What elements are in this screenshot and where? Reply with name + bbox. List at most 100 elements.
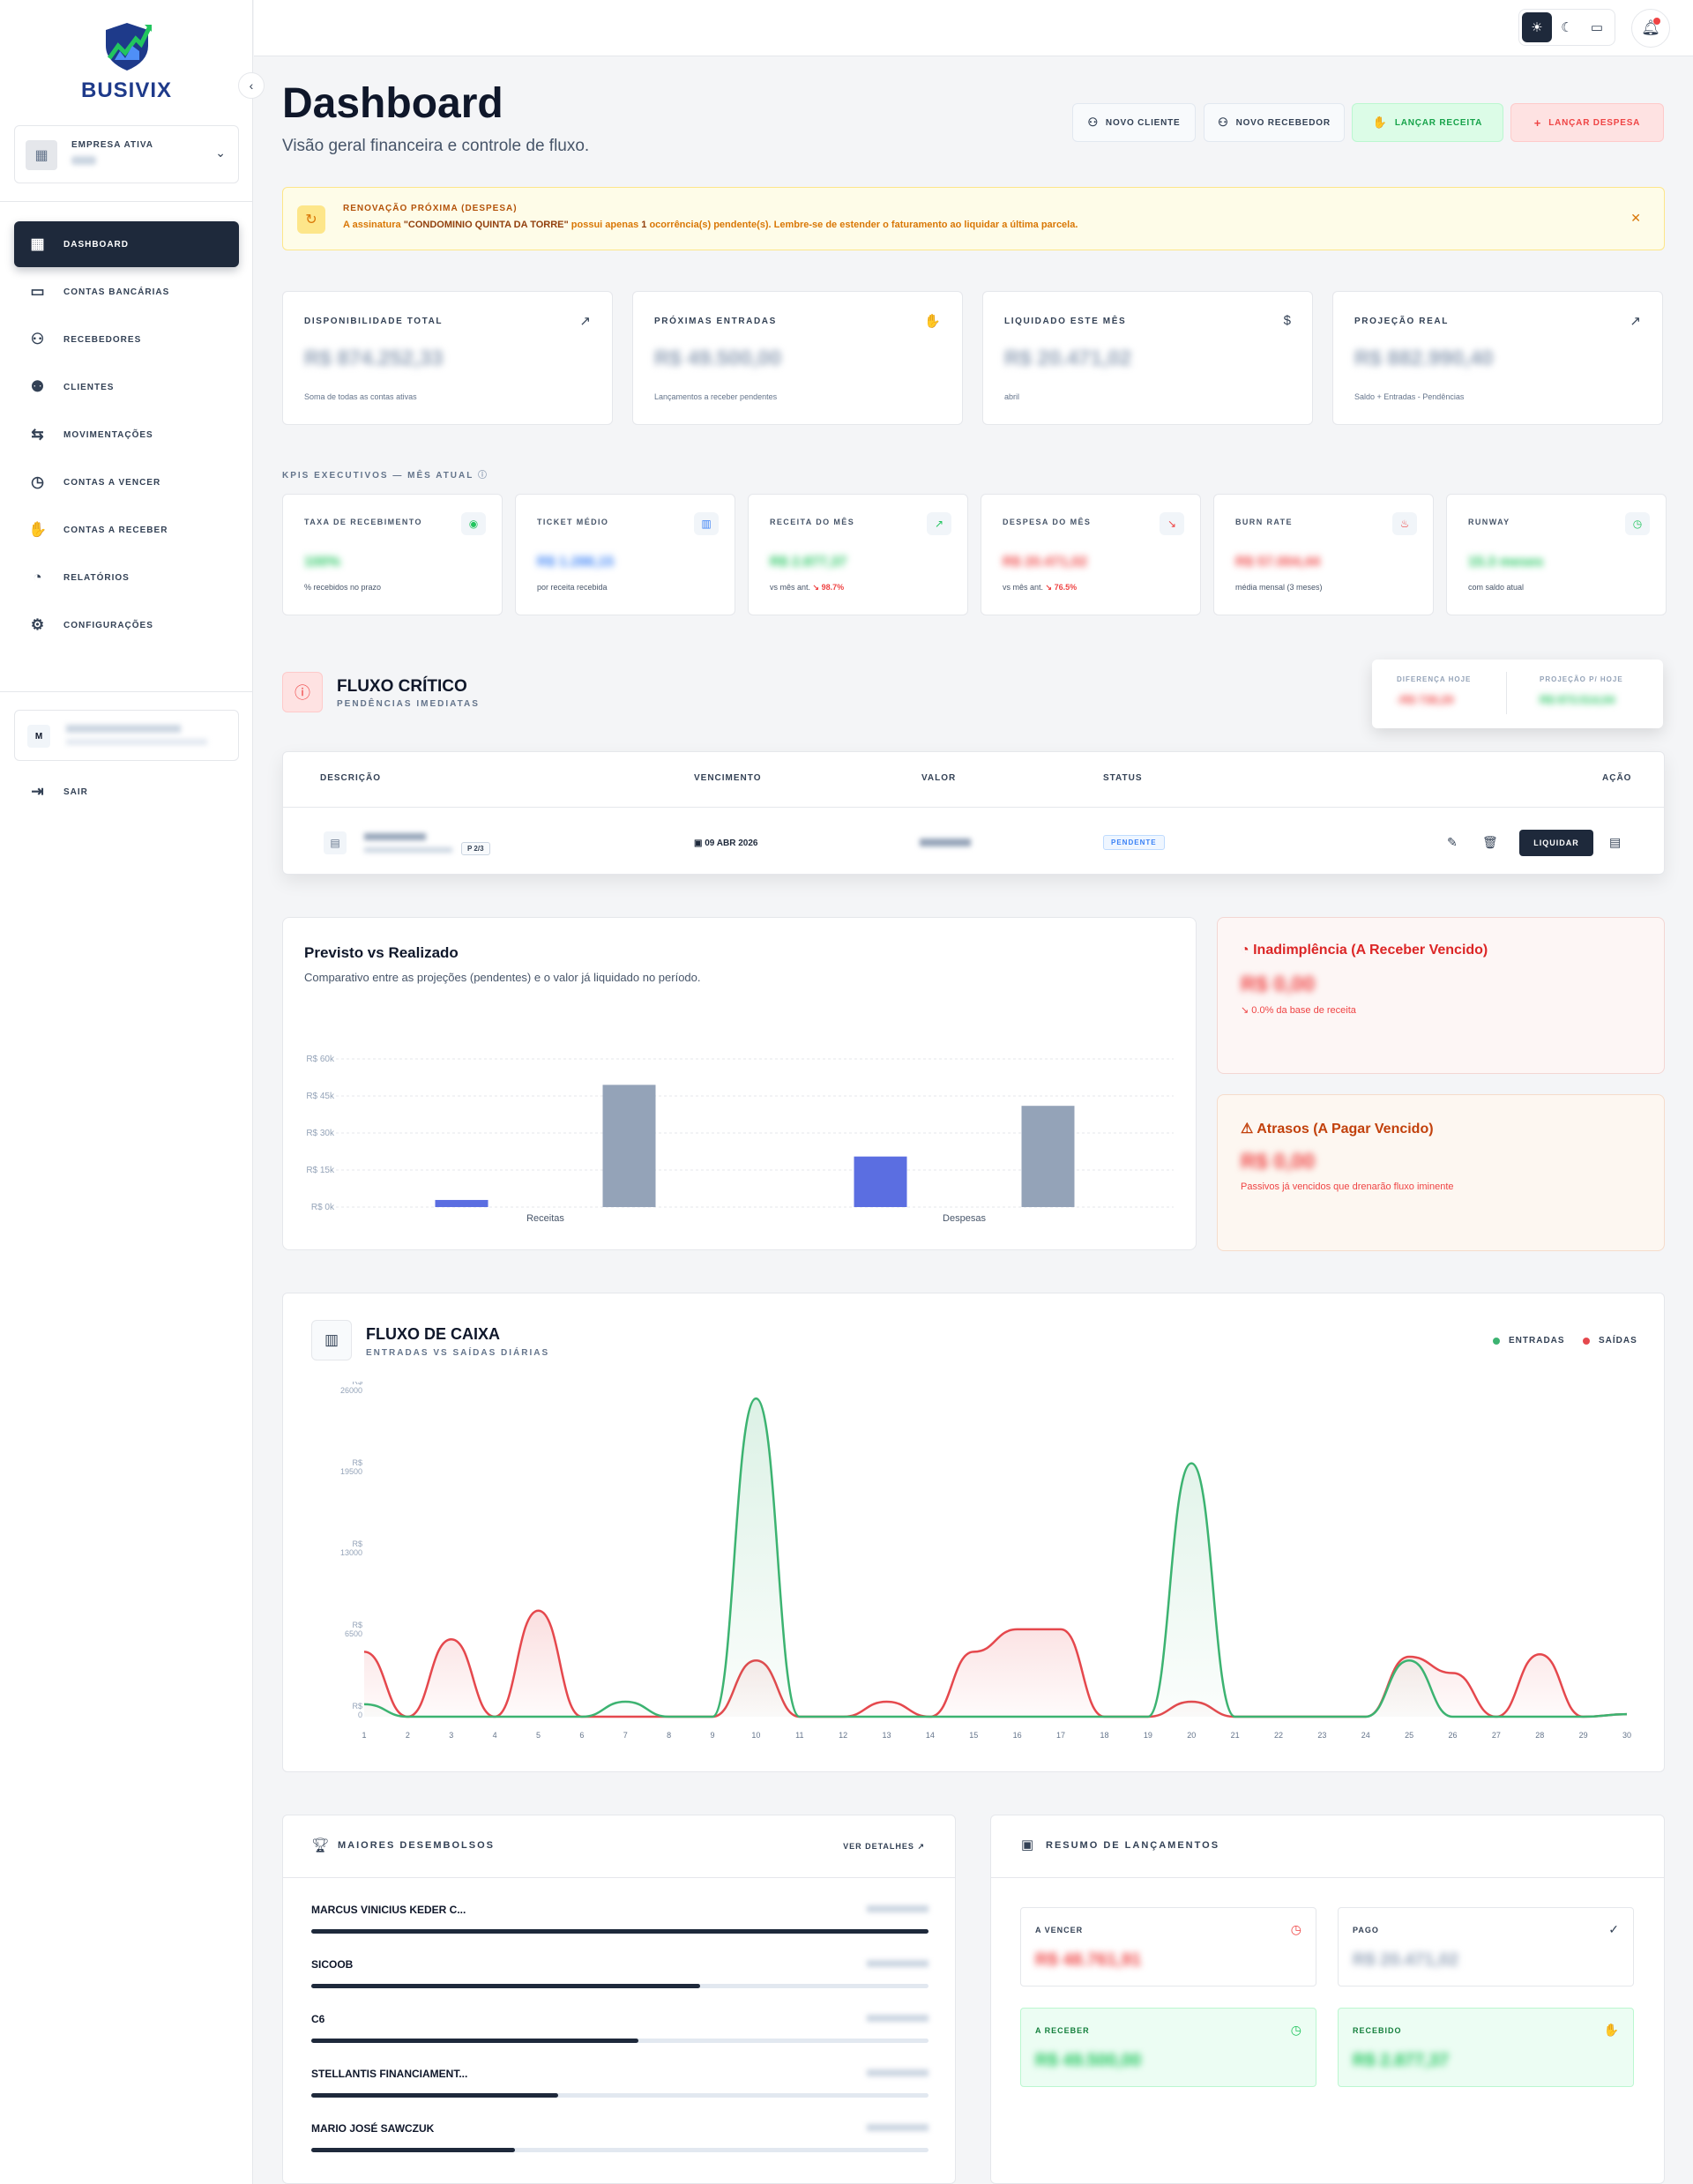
collapse-sidebar-button[interactable]: ‹ [238,72,265,99]
sidebar-item-label: CONTAS BANCÁRIAS [63,287,170,297]
sidebar-item-label: CONTAS A VENCER [63,477,161,488]
liquidar-button[interactable]: LIQUIDAR [1519,830,1593,856]
list-item[interactable]: MARIO JOSÉ SAWCZUK [311,2122,929,2152]
progress-fill [311,2148,515,2152]
page-title: Dashboard [282,80,503,127]
y-tick-label: R$ [352,1382,362,1386]
list-item[interactable]: C6 [311,2013,929,2043]
trash-icon[interactable]: 🗑︎ [1482,835,1498,849]
fluxo-caixa-subtitle: ENTRADAS VS SAÍDAS DIÁRIAS [366,1348,550,1358]
lancar-receita-button[interactable]: ✋ LANÇAR RECEITA [1352,103,1503,142]
sidebar-item-clientes[interactable]: ⚉ CLIENTES [14,364,239,410]
moon-icon[interactable]: ☾ [1561,20,1573,35]
kpi-sub: por receita recebida [537,583,608,592]
list-item[interactable]: MARCUS VINICIUS KEDER C... [311,1904,929,1934]
novo-cliente-button[interactable]: ⚇ NOVO CLIENTE [1072,103,1196,142]
info-icon[interactable]: ⓘ [477,471,489,481]
hand-coins-icon: ✋ [1603,2023,1619,2037]
edit-icon[interactable]: ✎ [1447,835,1458,849]
x-tick-label: 6 [579,1731,584,1740]
stat-sub: Lançamentos a receber pendentes [654,392,778,401]
kpi-value: R$ 1.288,15 [537,555,615,570]
x-tick-label: 25 [1405,1731,1413,1740]
stat-label: PROJEÇÃO REAL [1354,317,1449,326]
notifications-button[interactable]: 🔔︎ [1631,9,1670,48]
kpi-card: TICKET MÉDIO ▥ R$ 1.288,15 por receita rece… [515,494,735,615]
novo-recebedor-label: NOVO RECEBEDOR [1235,117,1331,128]
resumo-tile: A VENCER ◷ R$ 48.761,91 [1020,1907,1316,1986]
arrow-up-right-icon: ↗ [1630,314,1641,329]
logout-icon: ⇥ [31,783,45,800]
chevron-left-icon: ‹ [249,78,254,93]
sidebar-item-movimentações[interactable]: ⇆ MOVIMENTAÇÕES [14,412,239,458]
x-tick-label: 15 [969,1731,978,1740]
company-selector[interactable]: ▦ EMPRESA ATIVA ⌄ [14,125,239,183]
sidebar-item-contas-a-vencer[interactable]: ◷ CONTAS A VENCER [14,459,239,505]
x-tick-label: 11 [795,1731,803,1740]
hand-coins-icon: ✋ [28,521,48,538]
monitor-icon[interactable]: ▭ [1590,20,1604,35]
kpi-card: RUNWAY ◷ 15.3 meses com saldo atual [1446,494,1667,615]
hand-coins-icon: ✋ [1372,116,1388,129]
logout-button[interactable]: ⇥ SAIR [14,769,239,815]
kpi-card: RECEITA DO MÊS ↗ R$ 2.877,37 vs mês ant. ↘ … [748,494,968,615]
trend-up-icon: ↗ [579,314,591,329]
lancar-despesa-button[interactable]: + LANÇAR DESPESA [1510,103,1664,142]
flame-icon: ♨ [1392,512,1417,535]
sidebar-item-dashboard[interactable]: ▦ DASHBOARD [14,221,239,267]
x-tick-label: 21 [1231,1731,1240,1740]
stat-card: PROJEÇÃO REAL ↗ R$ 882.990,40 Saldo + Entra… [1332,291,1663,425]
novo-recebedor-button[interactable]: ⚇ NOVO RECEBEDOR [1204,103,1345,142]
desembolsos-title: MAIORES DESEMBOLSOS [338,1840,495,1851]
sidebar-item-recebedores[interactable]: ⚇ RECEBEDORES [14,317,239,362]
x-tick-label: 24 [1361,1731,1370,1740]
fluxo-caixa-title: FLUXO DE CAIXA [366,1325,501,1343]
diff-label: DIFERENÇA HOJE [1397,675,1472,683]
inadimplencia-value: R$ 0,00 [1241,973,1316,996]
x-tick-label: 23 [1317,1731,1326,1740]
receipt-icon[interactable]: ▤ [1609,835,1622,849]
company-label: EMPRESA ATIVA [71,140,154,150]
chart-title: Previsto vs Realizado [304,944,459,961]
clock-icon: ◷ [1625,512,1650,535]
check-circle-icon: ✓ [1608,1922,1619,1936]
legend-dot [1583,1337,1590,1345]
maiores-desembolsos-card: 🏆︎ MAIORES DESEMBOLSOS VER DETALHES ↗ MA… [282,1815,956,2184]
x-tick-label: 7 [623,1731,628,1740]
brand[interactable]: BUSIVIX [0,19,253,103]
brand-name: BUSIVIX [80,78,173,102]
sidebar-item-contas-a-receber[interactable]: ✋ CONTAS A RECEBER [14,507,239,553]
renewal-alert: ↻ RENOVAÇÃO PRÓXIMA (DESPESA) A assinatu… [282,187,1665,250]
theme-switcher[interactable]: ☀ ☾ ▭ [1518,9,1615,46]
list-item[interactable]: SICOOB [311,1958,929,1988]
parcel-badge: P 2/3 [461,842,490,855]
avatar: M [27,725,50,748]
company-value [71,156,96,165]
col-header: VENCIMENTO [694,773,762,783]
x-tick-label: 10 [751,1731,760,1740]
sidebar-item-configurações[interactable]: ⚙ CONFIGURAÇÕES [14,602,239,648]
resumo-title: RESUMO DE LANÇAMENTOS [1046,1840,1220,1851]
atrasos-title: ⚠ Atrasos (A Pagar Vencido) [1241,1120,1434,1137]
ver-detalhes-link[interactable]: VER DETALHES ↗ [843,1842,925,1852]
tile-value: R$ 49.500,00 [1035,2051,1142,2070]
tile-label: RECEBIDO [1353,2026,1402,2035]
x-tick-label: 26 [1448,1731,1457,1740]
bar-previsto [1021,1106,1075,1207]
sun-icon[interactable]: ☀ [1522,12,1552,42]
close-icon[interactable]: ✕ [1630,211,1641,225]
stat-label: LIQUIDADO ESTE MÊS [1004,317,1127,326]
list-item[interactable]: STELLANTIS FINANCIAMENT... [311,2068,929,2098]
sidebar-item-contas-bancárias[interactable]: ▭ CONTAS BANCÁRIAS [14,269,239,315]
desembolso-name: SICOOB [311,1958,354,1971]
stat-sub: Soma de todas as contas ativas [304,392,417,401]
user-card[interactable]: M [14,710,239,761]
x-tick-label: 30 [1622,1731,1631,1740]
atrasos-title-label: Atrasos (A Pagar Vencido) [1257,1122,1434,1137]
line-entradas [363,1397,1628,1718]
sidebar-item-relatórios[interactable]: ◔ RELATÓRIOS [14,555,239,600]
calendar-icon: ▣ [694,839,705,848]
calendar-icon: ▣ [1021,1837,1034,1852]
refresh-icon: ↻ [297,205,325,234]
gear-icon: ⚙ [30,616,46,633]
